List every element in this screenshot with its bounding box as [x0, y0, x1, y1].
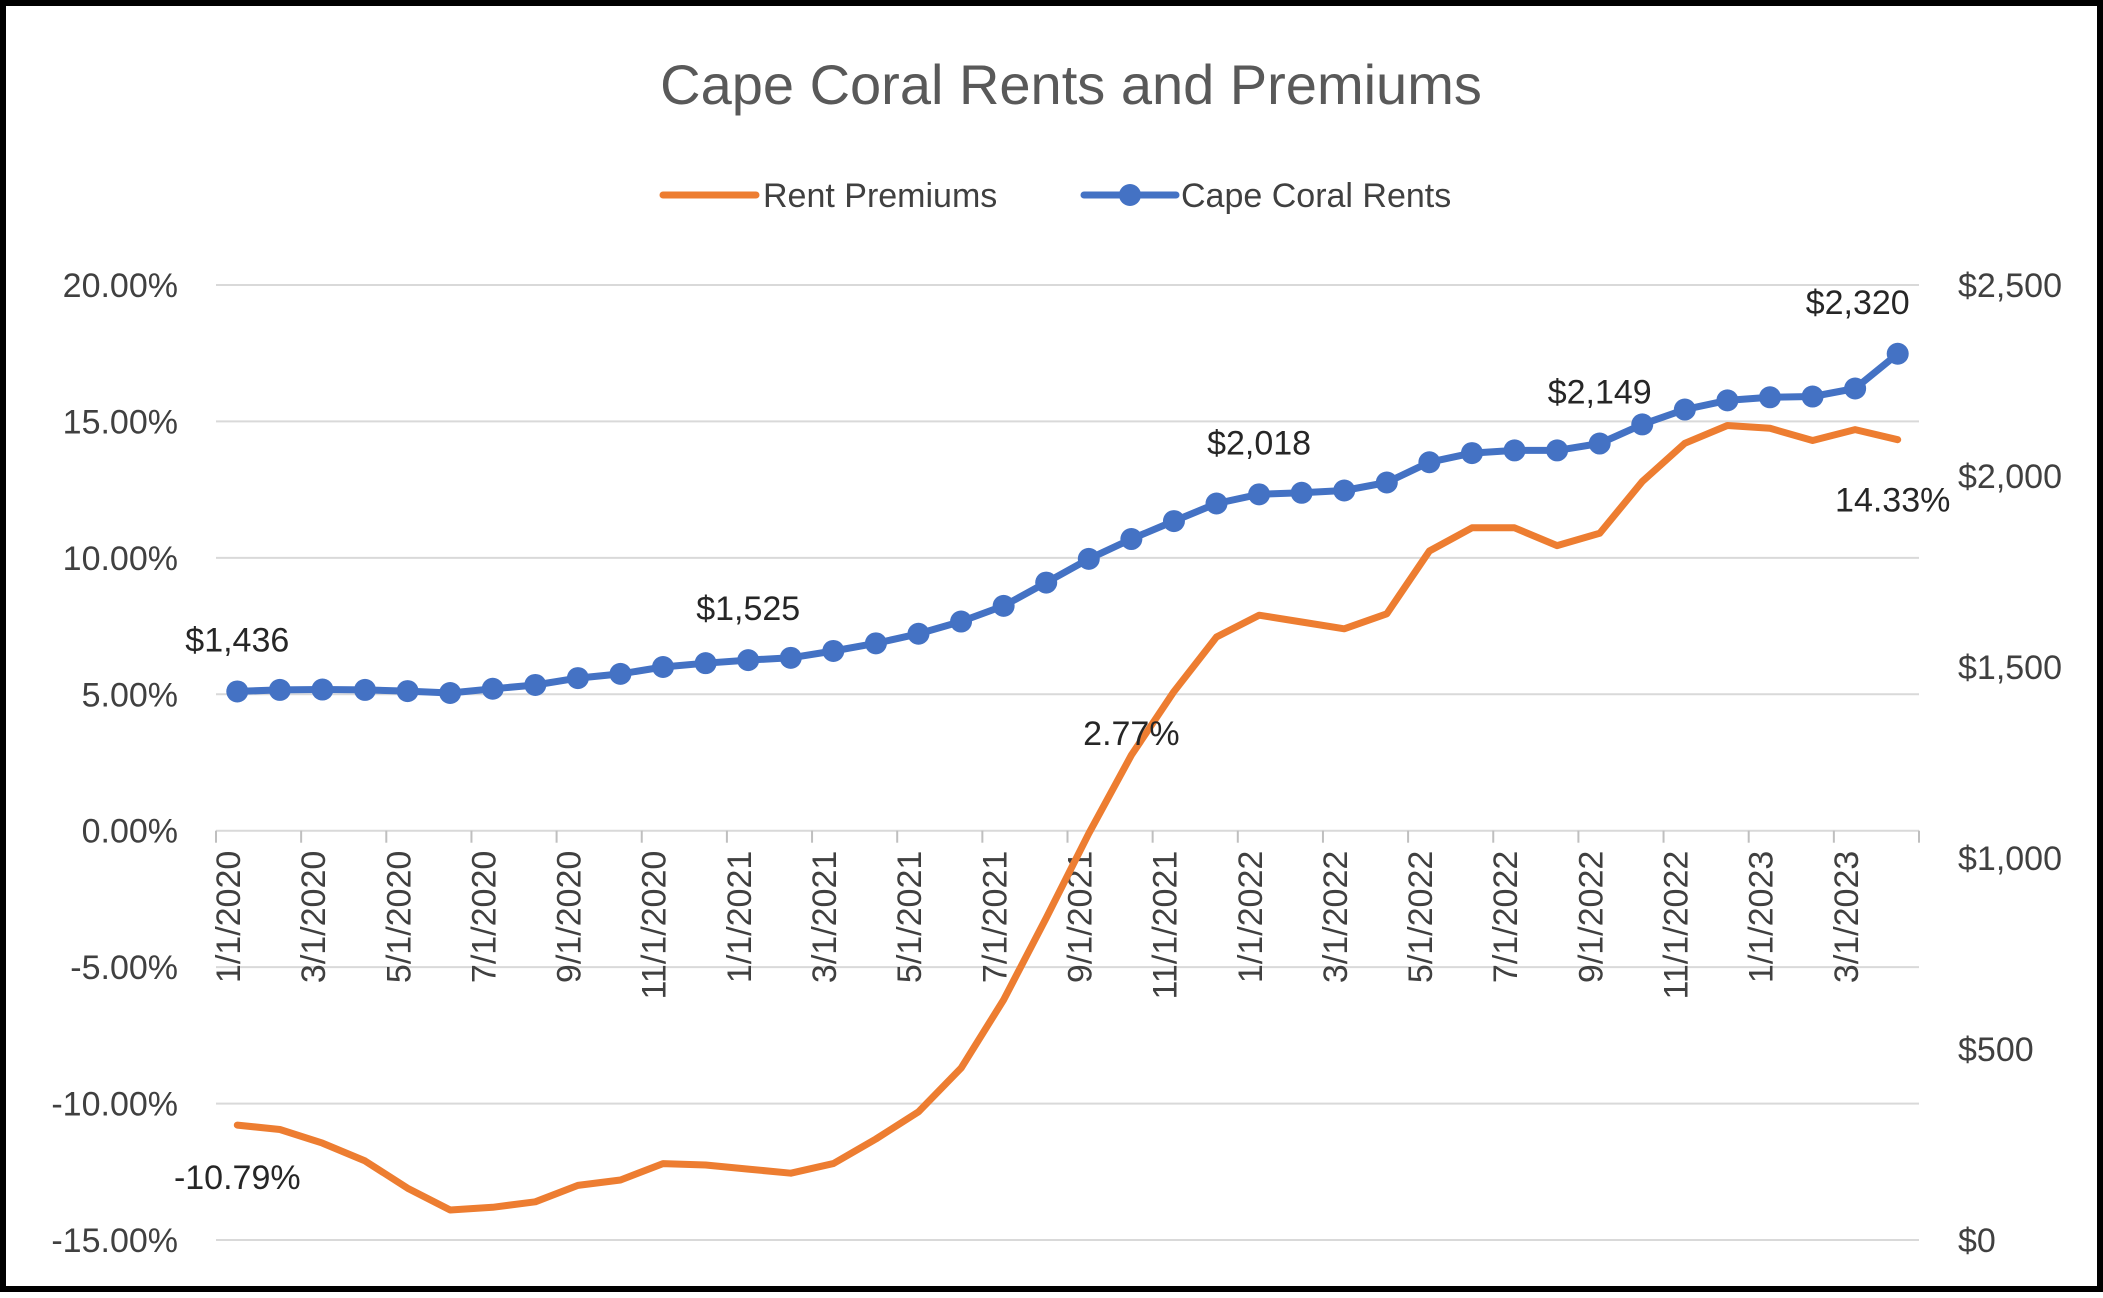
data-point — [1844, 377, 1867, 400]
data-point — [779, 646, 802, 669]
data-point — [1460, 442, 1483, 465]
y-right-tick-label: $1,000 — [1958, 840, 2062, 878]
data-point — [1120, 528, 1143, 551]
data-labels: -10.79% 2.77% 14.33% $1,436 $1,525 $2,018 $2,1… — [174, 284, 1950, 1197]
data-point — [1035, 571, 1058, 594]
data-point — [1503, 439, 1526, 462]
x-tick-label: 1/1/2023 — [1743, 851, 1781, 983]
y-left-tick-label: 5.00% — [82, 676, 178, 714]
data-point — [864, 632, 887, 655]
y-right-tick-label: $0 — [1958, 1222, 1996, 1260]
data-label: $1,525 — [696, 590, 800, 628]
y-left-tick-label: 10.00% — [63, 540, 178, 578]
x-tick-label: 11/1/2022 — [1658, 851, 1696, 1000]
x-axis: 1/1/2020 3/1/2020 5/1/2020 7/1/2020 9/1/2020… — [210, 830, 1920, 1000]
data-point — [1886, 342, 1909, 365]
y-right-tick-label: $2,500 — [1958, 267, 2062, 305]
x-tick-label: 7/1/2020 — [465, 851, 503, 983]
data-point — [354, 678, 377, 701]
data-label: 2.77% — [1083, 715, 1179, 753]
x-tick-label: 9/1/2022 — [1572, 851, 1610, 983]
x-tick-label: 3/1/2023 — [1828, 851, 1866, 983]
data-label: $2,018 — [1207, 424, 1311, 462]
data-point — [1758, 386, 1781, 409]
x-tick-label: 1/1/2022 — [1232, 851, 1270, 983]
x-tick-label: 3/1/2021 — [806, 851, 844, 983]
series-line-rent-premiums — [233, 422, 1902, 1214]
x-tick-label: 11/1/2020 — [636, 851, 674, 1000]
legend-label-cape-coral-rents: Cape Coral Rents — [1181, 177, 1451, 215]
data-label: $2,320 — [1806, 284, 1910, 322]
x-tick-label: 1/1/2021 — [721, 851, 759, 983]
data-point — [822, 639, 845, 662]
y-right-tick-label: $1,500 — [1958, 649, 2062, 687]
data-point — [1205, 492, 1228, 515]
data-point — [1418, 451, 1441, 474]
data-point — [268, 678, 291, 701]
data-point — [226, 680, 249, 703]
data-point — [396, 680, 419, 703]
data-label: $2,149 — [1548, 374, 1652, 412]
data-point — [1077, 547, 1100, 570]
data-label: $1,436 — [185, 621, 289, 659]
x-tick-label: 3/1/2022 — [1317, 851, 1355, 983]
data-label: 14.33% — [1835, 482, 1950, 520]
x-tick-label: 3/1/2020 — [295, 851, 333, 983]
gridlines — [216, 284, 1919, 1241]
data-point — [907, 622, 930, 645]
series-layer — [226, 342, 1909, 1214]
y-left-tick-label: -5.00% — [70, 949, 178, 987]
y-left-tick-label: 0.00% — [82, 813, 178, 851]
y-left-tick-label: -10.00% — [51, 1086, 178, 1124]
x-tick-label: 11/1/2021 — [1147, 851, 1185, 1000]
x-tick-label: 5/1/2021 — [891, 851, 929, 983]
data-point — [1162, 510, 1185, 533]
data-point — [694, 652, 717, 675]
data-point — [1631, 413, 1654, 436]
x-tick-label: 7/1/2022 — [1487, 851, 1525, 983]
y-axis-right: $0 $500 $1,000 $1,500 $2,000 $2,500 — [1958, 267, 2062, 1260]
x-tick-label: 7/1/2021 — [976, 851, 1014, 983]
legend-marker-cape-coral-rents — [1119, 184, 1141, 206]
data-point — [652, 656, 675, 678]
y-right-tick-label: $500 — [1958, 1031, 2034, 1069]
data-point — [1801, 385, 1824, 408]
y-left-tick-label: -15.00% — [51, 1222, 178, 1260]
data-point — [992, 594, 1015, 617]
data-point — [1716, 389, 1739, 412]
chart-svg: Cape Coral Rents and Premiums Rent Premi… — [51, 53, 2062, 1260]
data-point — [524, 673, 547, 696]
data-point — [566, 667, 589, 690]
x-tick-label: 5/1/2020 — [380, 851, 418, 983]
data-point — [950, 610, 973, 633]
data-label: -10.79% — [174, 1159, 301, 1197]
data-point — [1375, 471, 1398, 494]
data-point — [1290, 481, 1313, 504]
y-right-tick-label: $2,000 — [1958, 458, 2062, 496]
data-point — [1588, 432, 1611, 455]
data-point — [1673, 398, 1696, 421]
y-axis-left: -15.00% -10.00% -5.00% 0.00% 5.00% 10.00% 15.0… — [51, 267, 178, 1260]
chart-title: Cape Coral Rents and Premiums — [660, 53, 1482, 116]
y-left-tick-label: 20.00% — [63, 267, 178, 305]
x-tick-label: 1/1/2020 — [210, 851, 248, 983]
data-point — [1546, 439, 1569, 462]
y-left-tick-label: 15.00% — [63, 403, 178, 441]
legend: Rent Premiums Cape Coral Rents — [659, 177, 1451, 215]
data-point — [439, 681, 462, 704]
x-tick-label: 5/1/2022 — [1402, 851, 1440, 983]
data-point — [311, 678, 334, 701]
data-point — [609, 662, 632, 685]
data-point — [737, 649, 760, 672]
data-point — [481, 677, 504, 700]
data-point — [1333, 479, 1356, 502]
x-tick-label: 9/1/2020 — [551, 851, 589, 983]
series-line-cape-coral-rents — [233, 350, 1902, 697]
data-point — [1248, 483, 1271, 506]
legend-label-rent-premiums: Rent Premiums — [763, 177, 997, 215]
